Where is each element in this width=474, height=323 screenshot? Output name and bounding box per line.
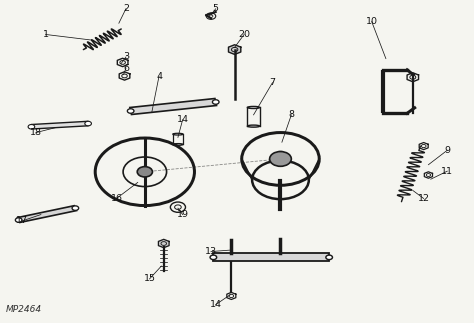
Circle shape <box>128 109 134 113</box>
Text: 18: 18 <box>30 128 42 137</box>
Ellipse shape <box>173 143 183 145</box>
Polygon shape <box>18 206 76 223</box>
Text: 7: 7 <box>269 78 275 87</box>
Circle shape <box>72 206 79 210</box>
Text: MP2464: MP2464 <box>5 305 42 314</box>
Text: 20: 20 <box>238 30 250 39</box>
Text: 8: 8 <box>288 110 294 120</box>
Text: 14: 14 <box>177 115 189 124</box>
Ellipse shape <box>173 133 183 135</box>
Text: 3: 3 <box>123 52 129 61</box>
Text: 14: 14 <box>210 300 222 309</box>
Text: 1: 1 <box>43 30 49 39</box>
Text: 9: 9 <box>444 146 450 155</box>
Circle shape <box>270 151 292 166</box>
Circle shape <box>85 121 91 126</box>
Text: 13: 13 <box>205 247 217 256</box>
Polygon shape <box>213 253 329 261</box>
Polygon shape <box>228 45 241 54</box>
Polygon shape <box>130 99 217 114</box>
Text: 11: 11 <box>441 167 453 176</box>
Polygon shape <box>158 239 169 248</box>
Polygon shape <box>31 121 89 129</box>
Circle shape <box>15 218 22 222</box>
Ellipse shape <box>247 106 260 109</box>
Text: 5: 5 <box>213 4 219 13</box>
Circle shape <box>326 255 332 260</box>
Text: 4: 4 <box>156 72 162 81</box>
Text: 19: 19 <box>177 210 189 219</box>
Text: 15: 15 <box>144 274 155 283</box>
Circle shape <box>28 124 35 129</box>
Text: 2: 2 <box>123 4 129 13</box>
Circle shape <box>210 255 217 260</box>
Circle shape <box>137 167 153 177</box>
Text: 17: 17 <box>16 216 28 225</box>
Ellipse shape <box>247 125 260 127</box>
Circle shape <box>212 100 219 104</box>
Text: 16: 16 <box>110 194 122 203</box>
Text: 12: 12 <box>418 194 430 203</box>
Text: 6: 6 <box>123 64 129 73</box>
Text: 10: 10 <box>366 17 378 26</box>
